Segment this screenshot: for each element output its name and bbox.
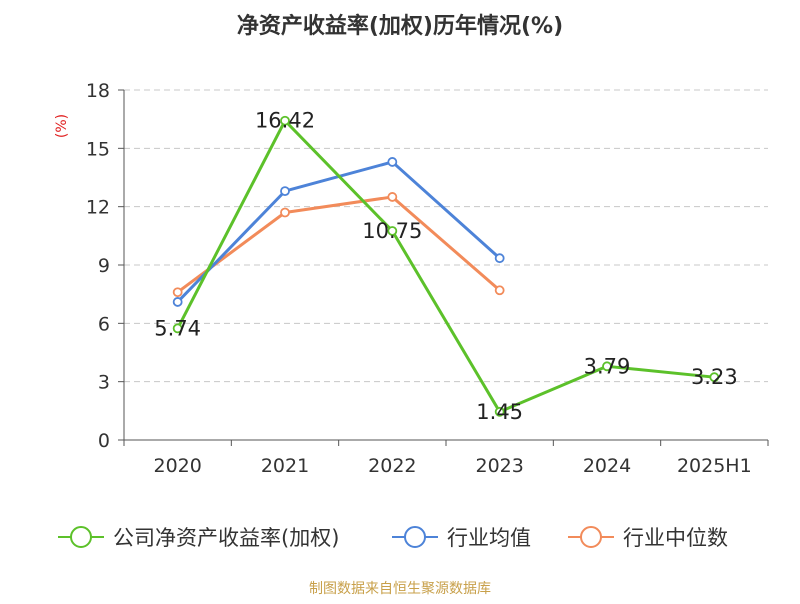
data-point (602, 361, 612, 372)
data-label: 3.79 (584, 354, 631, 378)
legend-marker (70, 526, 92, 548)
data-label: 5.74 (154, 316, 201, 340)
y-tick-label: 15 (86, 138, 110, 160)
y-tick-label: 6 (98, 313, 110, 335)
data-label: 10.75 (362, 219, 422, 243)
y-tick-label: 18 (86, 80, 110, 102)
data-label: 1.45 (476, 400, 523, 424)
chart-title: 净资产收益率(加权)历年情况(%) (237, 13, 563, 39)
series-layer (172, 115, 720, 417)
y-axis-label: (%) (54, 114, 70, 138)
legend-item: 公司净资产收益率(加权) (58, 526, 339, 550)
data-point (387, 226, 398, 236)
data-point (172, 297, 183, 307)
data-point (280, 115, 290, 126)
x-tick-label: 2022 (368, 455, 416, 477)
grid-lines (124, 89, 768, 383)
data-point (387, 157, 398, 167)
data-labels: 5.74 16.42 10.75 1.45 3.79 3.23 (154, 109, 737, 424)
y-tick-label: 9 (98, 255, 110, 277)
data-point (494, 253, 505, 264)
series-line (176, 119, 715, 414)
data-point (494, 406, 505, 417)
legend-label: 行业中位数 (623, 526, 728, 550)
axes: 0 3 6 9 12 15 18 2020 2021 2022 2023 2024 2025H1 (86, 80, 769, 477)
data-point (709, 372, 720, 383)
x-tick-label: 2021 (261, 455, 309, 477)
source-note: 制图数据来自恒生聚源数据库 (309, 581, 491, 597)
x-tick-label: 2023 (475, 455, 523, 477)
data-point (387, 192, 398, 202)
data-point (172, 287, 183, 298)
x-tick-label: 2020 (153, 455, 201, 477)
legend-marker (580, 526, 602, 548)
legend-label: 行业均值 (447, 526, 531, 550)
y-tick-label: 0 (98, 430, 110, 452)
legend-label: 公司净资产收益率(加权) (113, 526, 339, 550)
y-tick-label: 12 (86, 197, 110, 219)
data-point (172, 323, 183, 334)
data-label: 3.23 (691, 365, 738, 389)
series-line (176, 195, 501, 294)
x-tick-label: 2024 (583, 455, 631, 477)
legend-marker (404, 526, 426, 548)
data-point (280, 207, 290, 218)
legend-item: 行业中位数 (568, 526, 728, 550)
legend-item: 行业均值 (392, 526, 531, 550)
data-point (494, 285, 505, 296)
data-point (280, 186, 290, 197)
y-tick-label: 3 (98, 372, 110, 394)
data-label: 16.42 (255, 109, 315, 133)
legend: 公司净资产收益率(加权) 行业均值 行业中位数 (58, 526, 728, 550)
x-tick-label: 2025H1 (677, 455, 752, 477)
